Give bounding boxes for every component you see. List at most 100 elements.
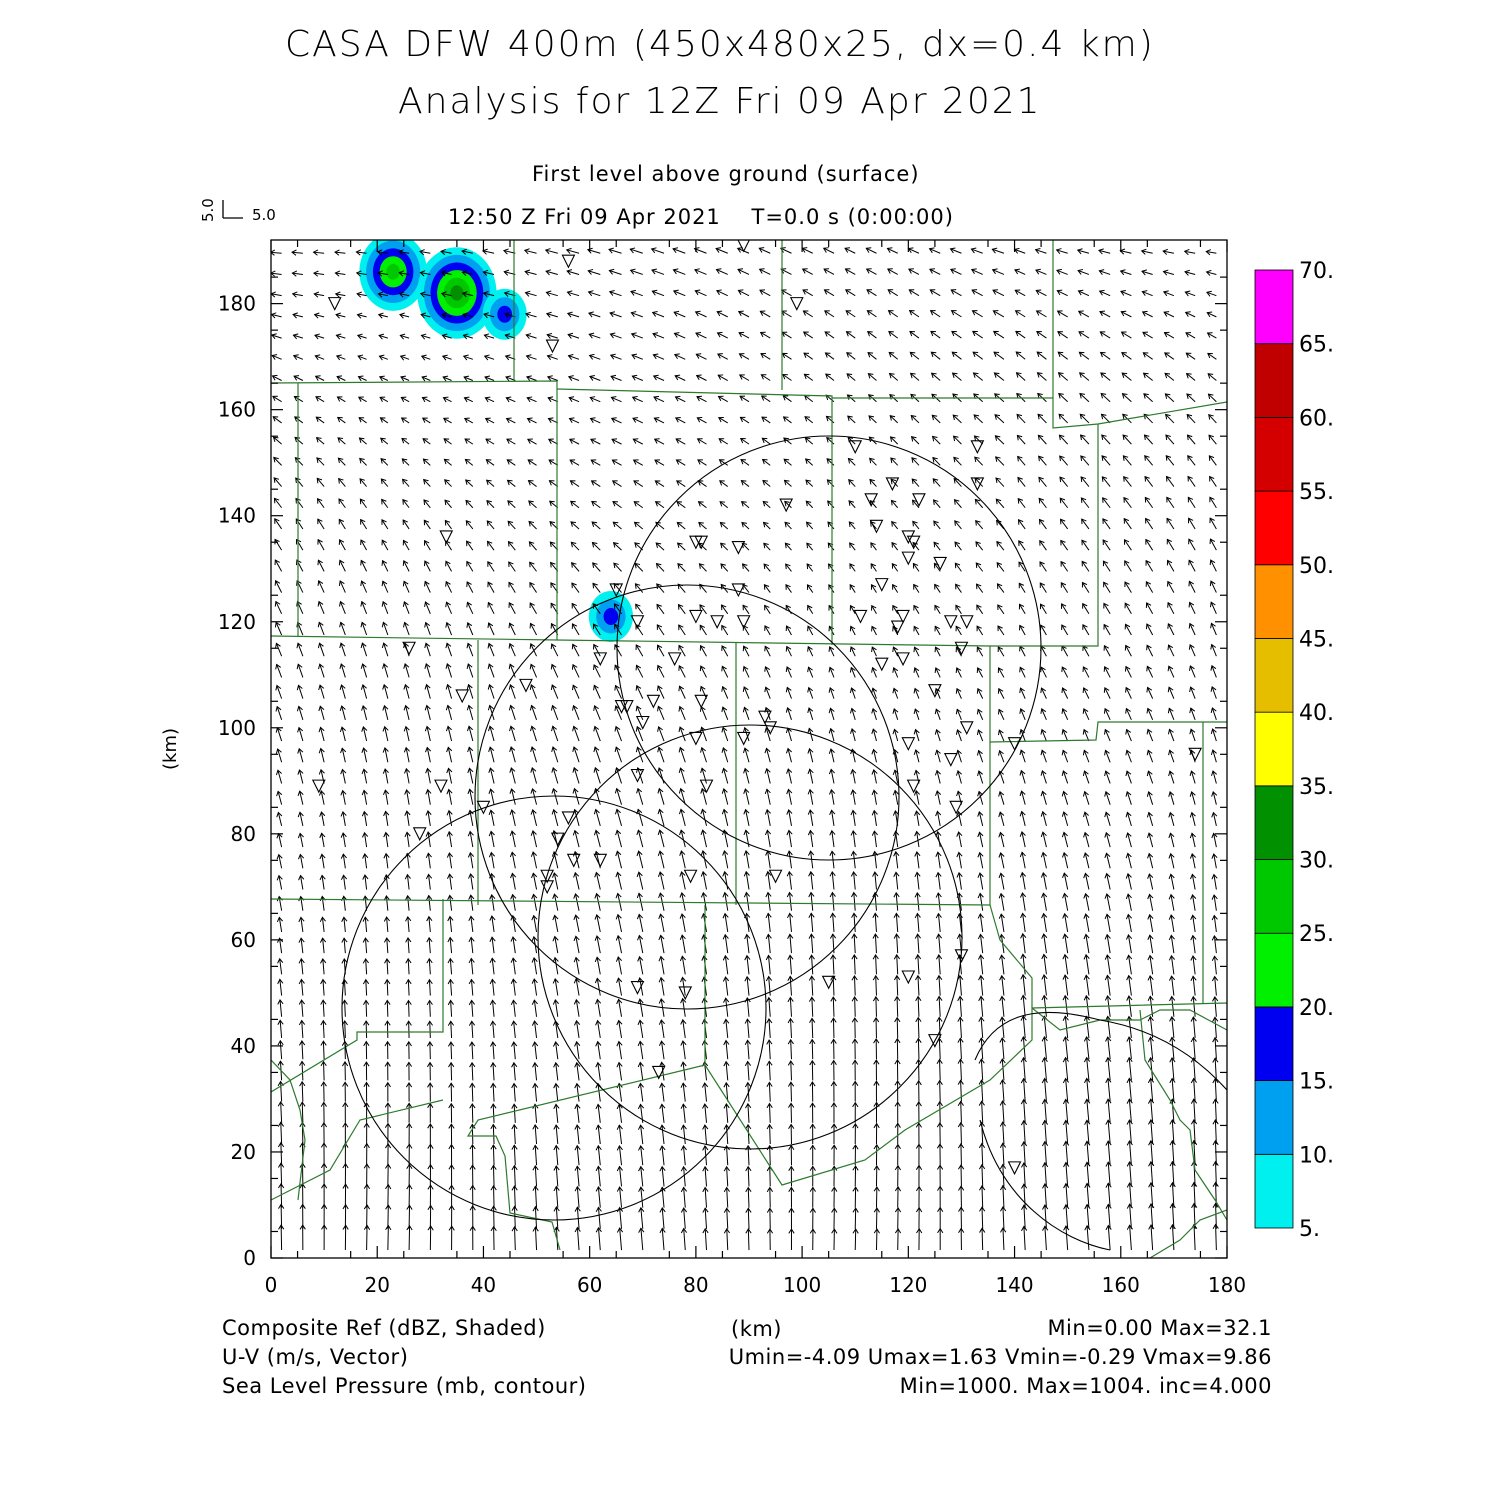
wind-vector <box>679 892 686 911</box>
wind-vector <box>1082 770 1090 784</box>
wind-vector <box>425 831 432 848</box>
wind-vector <box>1041 1098 1049 1123</box>
wind-vector <box>574 1206 581 1229</box>
wind-vector <box>909 351 920 360</box>
wind-vector <box>1168 975 1176 996</box>
wind-vector <box>1060 539 1069 551</box>
wind-vector <box>488 746 495 763</box>
wind-vector <box>745 1228 752 1251</box>
wind-vector <box>342 1101 349 1123</box>
wind-vector <box>802 310 813 318</box>
wind-vector <box>721 726 729 742</box>
wind-vector <box>469 1123 476 1145</box>
wind-vector <box>873 1207 880 1229</box>
wind-vector <box>574 1165 581 1187</box>
wind-vector <box>1082 602 1090 615</box>
wind-vector <box>1041 1140 1049 1166</box>
wind-vector <box>1166 496 1175 509</box>
wind-vector <box>1122 434 1132 445</box>
wind-vector <box>1212 1223 1219 1251</box>
wind-vector <box>1084 1224 1091 1251</box>
wind-vector <box>315 416 325 424</box>
wind-vector <box>320 1142 328 1166</box>
colorbar-label: 30. <box>1299 849 1334 874</box>
wind-vector <box>355 270 367 277</box>
wind-vector <box>511 1205 518 1229</box>
wind-vector <box>657 871 665 890</box>
wind-vector <box>658 1019 665 1039</box>
colorbar-label: 40. <box>1299 701 1334 726</box>
wind-vector <box>848 500 856 509</box>
station-marker <box>566 853 581 868</box>
wind-vector <box>680 1061 687 1081</box>
wind-vector <box>929 289 941 297</box>
wind-vector <box>361 768 368 784</box>
wind-vector <box>785 666 792 678</box>
wind-vector <box>716 310 728 318</box>
wind-vector <box>1147 852 1154 869</box>
wind-vector <box>993 351 1005 360</box>
wind-vector <box>788 1165 795 1187</box>
wind-vector <box>1212 1016 1219 1038</box>
wind-vector <box>914 871 921 890</box>
wind-vector <box>933 541 941 551</box>
wind-vector <box>615 934 623 954</box>
wind-vector <box>1190 893 1197 911</box>
wind-vector <box>744 1039 751 1060</box>
wind-vector <box>680 1082 687 1102</box>
wind-vector <box>595 1226 602 1251</box>
wind-vector <box>363 1142 370 1166</box>
wind-vector <box>593 664 601 678</box>
wind-vector <box>276 916 284 932</box>
wind-vector <box>872 995 880 1017</box>
wind-vector <box>937 1185 944 1208</box>
wind-vector <box>505 396 516 403</box>
wind-vector <box>448 1184 455 1208</box>
wind-vector <box>659 1207 666 1229</box>
wind-vector <box>403 746 410 763</box>
wind-vector <box>1061 645 1069 657</box>
wind-vector <box>1210 728 1217 742</box>
wind-vector <box>399 354 410 361</box>
wind-vector <box>424 663 431 678</box>
wind-vector <box>276 832 283 848</box>
wind-vector <box>739 416 750 424</box>
wind-vector <box>1212 1057 1219 1081</box>
wind-vector <box>573 1019 581 1039</box>
wind-vector <box>570 500 580 509</box>
wind-vector <box>868 415 877 424</box>
wind-vector <box>1166 538 1175 551</box>
station-marker <box>970 477 985 492</box>
wind-vector <box>1169 1015 1176 1039</box>
wind-vector <box>913 583 920 593</box>
wind-vector <box>1167 707 1175 721</box>
wind-vector <box>1061 831 1069 848</box>
wind-vector <box>851 933 858 954</box>
wind-vector <box>951 351 962 360</box>
wind-vector <box>1016 434 1026 445</box>
wind-vector <box>487 704 495 720</box>
wind-vector <box>995 477 1005 487</box>
wind-vector <box>850 768 857 784</box>
wind-vector <box>1079 434 1090 445</box>
wind-vector <box>1041 974 1048 996</box>
wind-vector <box>1084 1182 1091 1208</box>
wind-vector <box>426 936 433 954</box>
wind-vector <box>1060 581 1069 593</box>
wind-vector <box>551 787 559 805</box>
wind-vector <box>955 708 962 721</box>
wind-vector <box>934 646 941 657</box>
wind-vector <box>934 708 941 721</box>
wind-vector <box>871 769 878 784</box>
wind-vector <box>550 663 559 678</box>
wind-vector <box>574 1082 581 1102</box>
wind-vector <box>1104 954 1111 975</box>
wind-vector <box>680 1124 687 1145</box>
wind-vector <box>299 1224 306 1251</box>
wind-vector <box>892 583 899 593</box>
wind-vector <box>469 1041 476 1060</box>
footer-field3: Sea Level Pressure (mb, contour) <box>222 1374 587 1398</box>
wind-vector <box>762 521 771 530</box>
station-marker <box>1007 1161 1022 1176</box>
wind-vector <box>845 331 856 339</box>
